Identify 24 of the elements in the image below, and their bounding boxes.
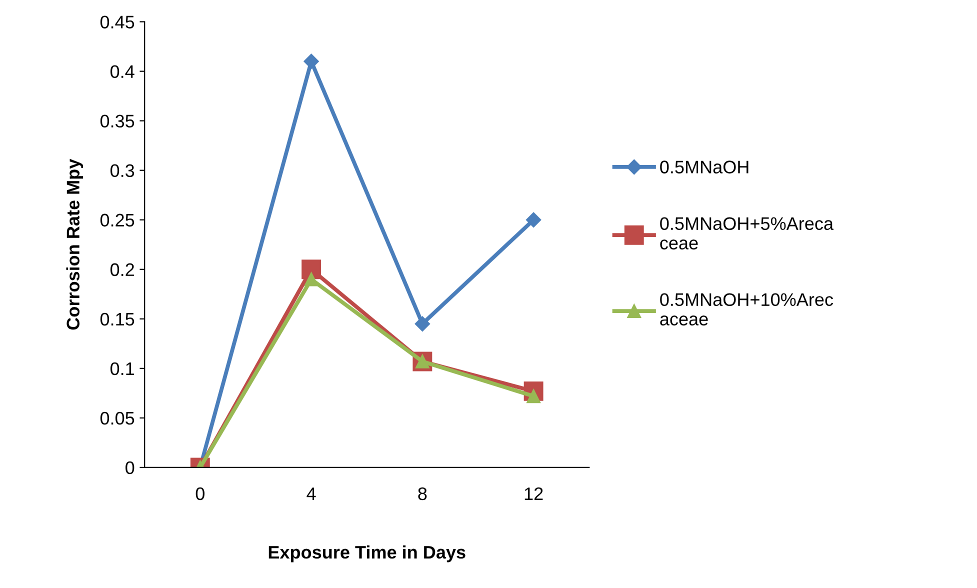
y-tick-label: 0.3 (110, 164, 134, 178)
y-axis-title: Corrosion Rate Mpy (66, 158, 84, 330)
y-tick-label: 0 (126, 461, 134, 474)
x-tick-label: 8 (418, 487, 427, 500)
y-tick-label: 0.25 (100, 214, 134, 227)
legend-label: 0.5MNaOH (660, 160, 748, 174)
y-tick-label: 0.45 (100, 16, 134, 28)
x-tick-label: 12 (524, 487, 543, 500)
x-tick-label: 0 (196, 487, 204, 500)
point (414, 316, 430, 332)
point (526, 212, 542, 228)
y-tick-label: 0.05 (100, 412, 134, 425)
y-tick-label: 0.4 (110, 65, 134, 78)
x-axis-title: Exposure Time in Days (268, 545, 466, 562)
y-tick-label: 0.35 (100, 114, 134, 128)
point (302, 260, 322, 280)
y-tick-label: 0.15 (100, 312, 134, 326)
y-tick-label: 0.1 (110, 362, 134, 376)
y-tick-label: 0.2 (110, 263, 134, 276)
point (304, 54, 319, 69)
legend-label: 0.5MNaOH+5%Areca ceae (660, 217, 834, 250)
point (304, 272, 318, 286)
x-tick-label: 4 (306, 488, 316, 500)
legend-label: 0.5MNaOH+10%Arec aceae (660, 293, 834, 326)
